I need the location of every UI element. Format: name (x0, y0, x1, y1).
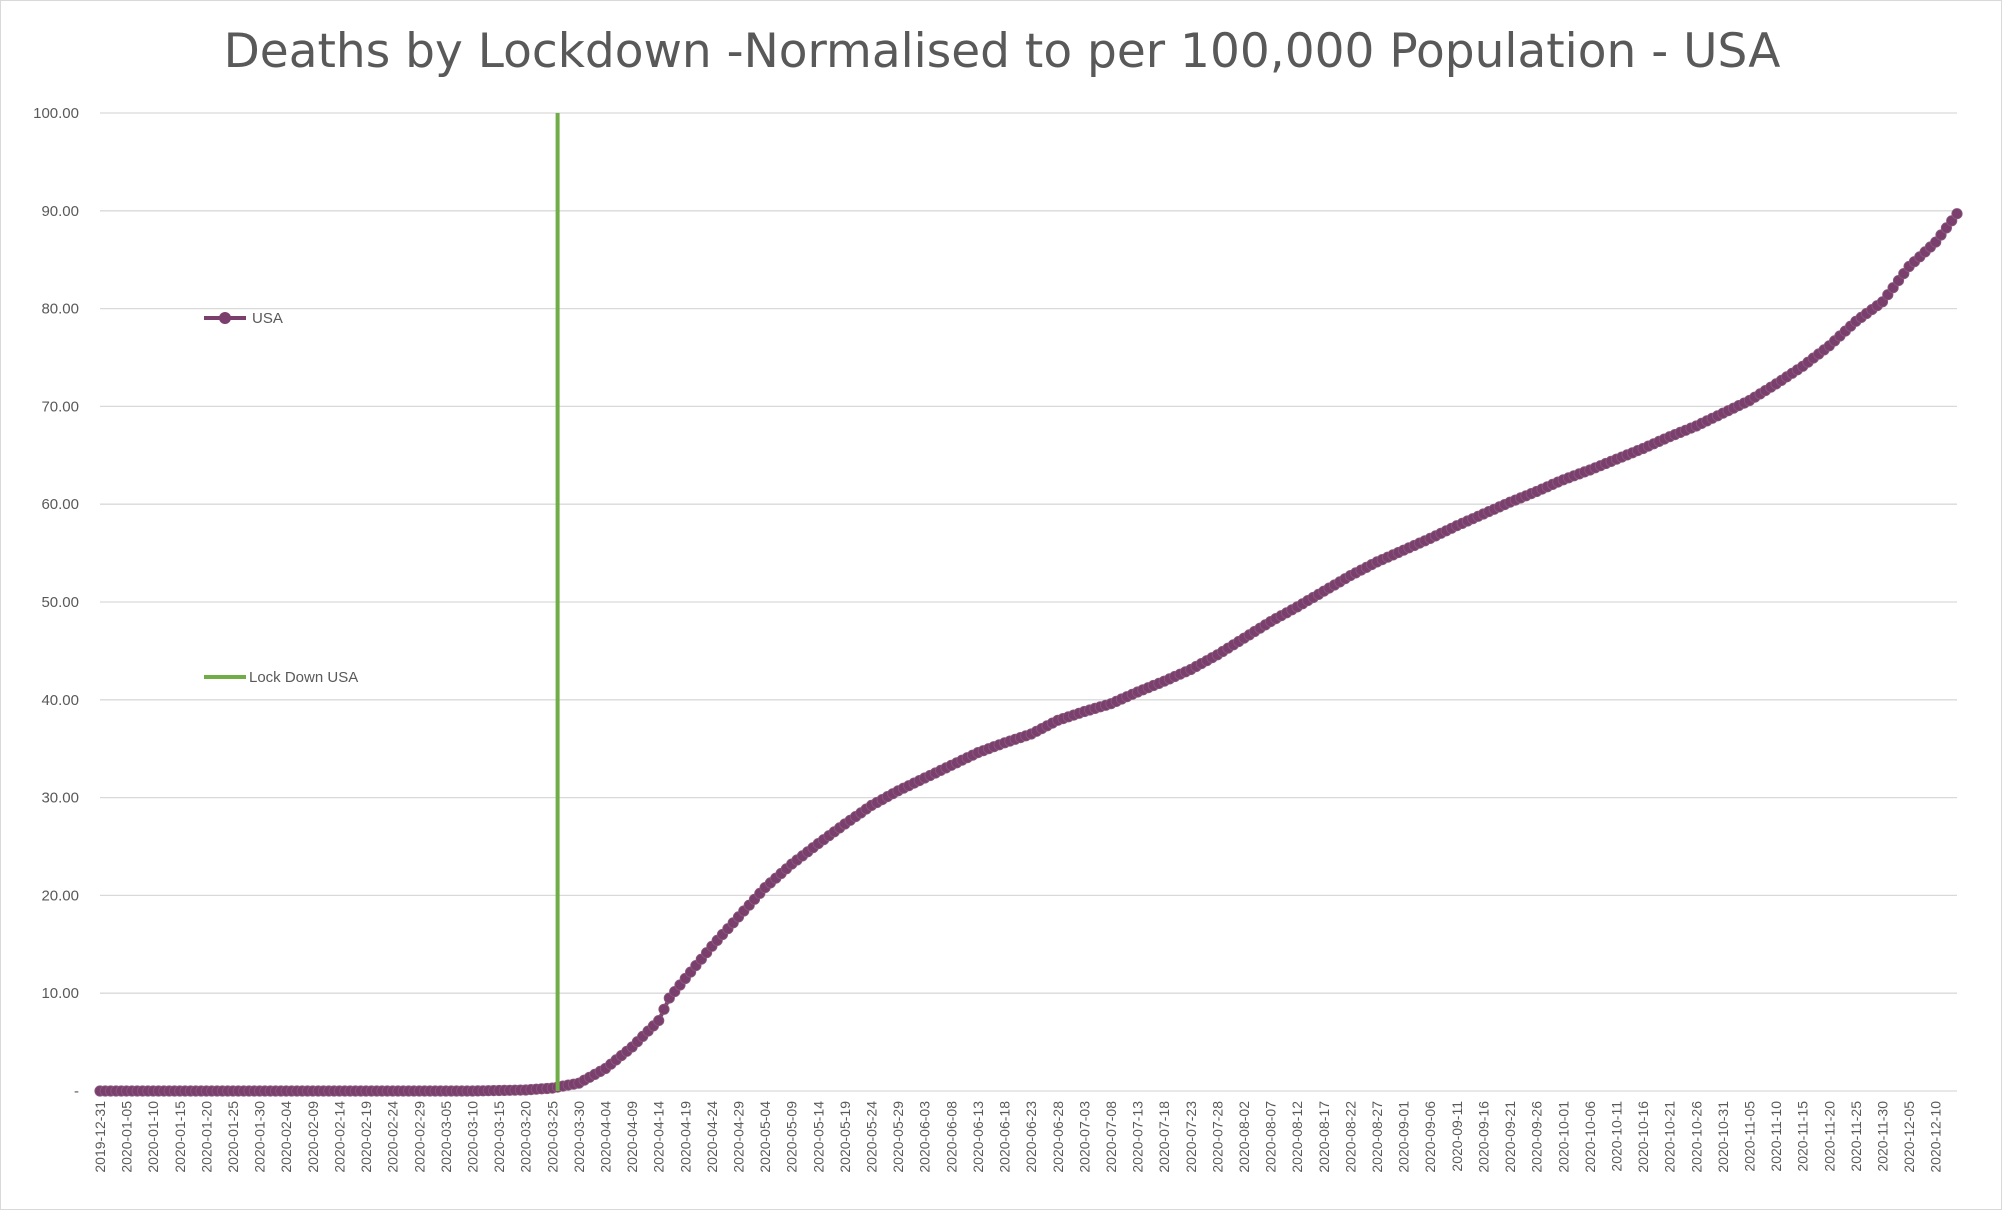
x-tick-label: 2020-07-08 (1103, 1101, 1119, 1173)
x-tick-label: 2020-04-19 (677, 1101, 693, 1173)
series-usa (94, 208, 1963, 1097)
x-tick-label: 2020-01-10 (145, 1101, 161, 1173)
x-tick-label: 2020-06-08 (943, 1101, 959, 1173)
x-tick-label: 2020-01-05 (119, 1101, 135, 1173)
legend-label-usa: USA (252, 310, 283, 327)
x-tick-label: 2020-08-07 (1263, 1101, 1279, 1173)
x-tick-label: 2020-09-16 (1475, 1101, 1491, 1173)
x-tick-label: 2020-11-20 (1821, 1101, 1837, 1172)
x-tick-label: 2020-04-24 (704, 1101, 720, 1173)
x-tick-label: 2020-01-30 (252, 1101, 268, 1173)
y-tick-label: 70.00 (41, 398, 79, 415)
x-tick-label: 2020-04-14 (651, 1101, 667, 1173)
y-tick-label: 30.00 (41, 790, 79, 807)
x-tick-label: 2020-02-24 (385, 1101, 401, 1173)
legend-label-lockdown: Lock Down USA (249, 669, 358, 686)
x-tick-label: 2020-05-09 (784, 1101, 800, 1173)
y-tick-label: 80.00 (41, 301, 79, 318)
x-tick-label: 2020-07-18 (1156, 1101, 1172, 1173)
x-tick-label: 2020-11-30 (1875, 1101, 1891, 1172)
x-tick-label: 2020-11-25 (1848, 1101, 1864, 1172)
x-tick-label: 2020-10-16 (1635, 1101, 1651, 1173)
x-tick-label: 2020-12-10 (1928, 1101, 1944, 1173)
usa-data-point (653, 1014, 665, 1027)
usa-data-point (658, 1003, 670, 1015)
x-tick-label: 2020-11-05 (1741, 1101, 1757, 1172)
x-tick-label: 2020-04-09 (624, 1101, 640, 1173)
x-tick-label: 2020-10-06 (1582, 1101, 1598, 1173)
x-tick-label: 2020-12-05 (1901, 1101, 1917, 1173)
usa-series-line (100, 212, 1959, 1093)
y-tick-label: 40.00 (41, 692, 79, 709)
y-tick-label: - (74, 1083, 79, 1100)
x-tick-label: 2020-10-21 (1662, 1101, 1678, 1173)
x-tick-label: 2020-03-25 (544, 1101, 560, 1173)
x-tick-label: 2020-11-10 (1768, 1101, 1784, 1172)
y-tick-label: 100.00 (33, 105, 79, 122)
x-tick-label: 2020-08-17 (1316, 1101, 1332, 1173)
x-tick-label: 2020-03-10 (464, 1101, 480, 1173)
x-tick-label: 2020-05-29 (890, 1101, 906, 1173)
x-tick-label: 2020-07-13 (1130, 1101, 1146, 1173)
x-tick-label: 2020-10-11 (1608, 1101, 1624, 1172)
x-tick-label: 2020-09-06 (1422, 1101, 1438, 1173)
y-tick-label: 50.00 (41, 594, 79, 611)
x-tick-label: 2020-06-18 (997, 1101, 1013, 1173)
x-tick-label: 2020-06-13 (970, 1101, 986, 1173)
x-tick-label: 2020-05-14 (810, 1101, 826, 1173)
x-tick-label: 2020-02-09 (305, 1101, 321, 1173)
x-tick-label: 2020-01-15 (172, 1101, 188, 1173)
x-tick-label: 2020-01-25 (225, 1101, 241, 1173)
x-tick-label: 2020-08-22 (1342, 1101, 1358, 1173)
x-tick-label: 2020-02-14 (331, 1101, 347, 1173)
gridlines (100, 112, 1957, 1092)
y-tick-label: 90.00 (41, 203, 79, 220)
x-tick-label: 2020-09-26 (1529, 1101, 1545, 1173)
x-tick-label: 2020-05-24 (864, 1101, 880, 1173)
x-tick-label: 2020-06-28 (1050, 1101, 1066, 1173)
x-tick-label: 2020-06-03 (917, 1101, 933, 1173)
y-tick-label: 60.00 (41, 496, 79, 513)
legend-item-lockdown: Lock Down USA (204, 669, 358, 686)
x-tick-label: 2020-03-30 (571, 1101, 587, 1173)
x-tick-label: 2020-11-15 (1795, 1101, 1811, 1172)
x-tick-label: 2020-03-05 (438, 1101, 454, 1173)
x-tick-label: 2020-07-03 (1076, 1101, 1092, 1173)
legend-item-usa: USA (204, 310, 283, 327)
usa-data-point (1951, 208, 1963, 220)
x-tick-label: 2020-05-19 (837, 1101, 853, 1173)
x-tick-label: 2020-10-26 (1688, 1101, 1704, 1173)
x-tick-label: 2020-09-11 (1449, 1101, 1465, 1172)
x-tick-label: 2020-08-02 (1236, 1101, 1252, 1173)
x-tick-label: 2020-02-29 (411, 1101, 427, 1173)
legend: USA Lock Down USA (204, 310, 358, 686)
x-tick-label: 2020-09-21 (1502, 1101, 1518, 1173)
x-tick-label: 2020-04-04 (597, 1101, 613, 1173)
x-tick-label: 2020-01-20 (198, 1101, 214, 1173)
x-tick-label: 2020-09-01 (1396, 1101, 1412, 1173)
x-tick-label: 2020-03-15 (491, 1101, 507, 1173)
x-tick-label: 2020-06-23 (1023, 1101, 1039, 1173)
y-axis-ticks: - 10.00 20.00 30.00 40.00 50.00 60.00 70.00 80.0… (33, 105, 79, 1100)
x-tick-label: 2020-08-12 (1289, 1101, 1305, 1173)
chart-title: Deaths by Lockdown -Normalised to per 10… (224, 24, 1781, 79)
x-tick-label: 2020-08-27 (1369, 1101, 1385, 1173)
x-tick-label: 2020-07-28 (1209, 1101, 1225, 1173)
legend-marker-usa (219, 312, 231, 324)
x-tick-label: 2020-02-19 (358, 1101, 374, 1173)
x-tick-label: 2020-05-04 (757, 1101, 773, 1173)
x-tick-label: 2020-10-01 (1555, 1101, 1571, 1173)
x-tick-label: 2020-07-23 (1183, 1101, 1199, 1173)
x-tick-label: 2019-12-31 (92, 1101, 108, 1173)
x-tick-label: 2020-03-20 (518, 1101, 534, 1173)
y-tick-label: 20.00 (41, 887, 79, 904)
x-tick-label: 2020-10-31 (1715, 1101, 1731, 1173)
x-axis-ticks: 2019-12-31 2020-01-05 2020-01-10 2020-01-15… (92, 1101, 1944, 1173)
y-tick-label: 10.00 (41, 985, 79, 1002)
x-tick-label: 2020-02-04 (278, 1101, 294, 1173)
x-tick-label: 2020-04-29 (731, 1101, 747, 1173)
